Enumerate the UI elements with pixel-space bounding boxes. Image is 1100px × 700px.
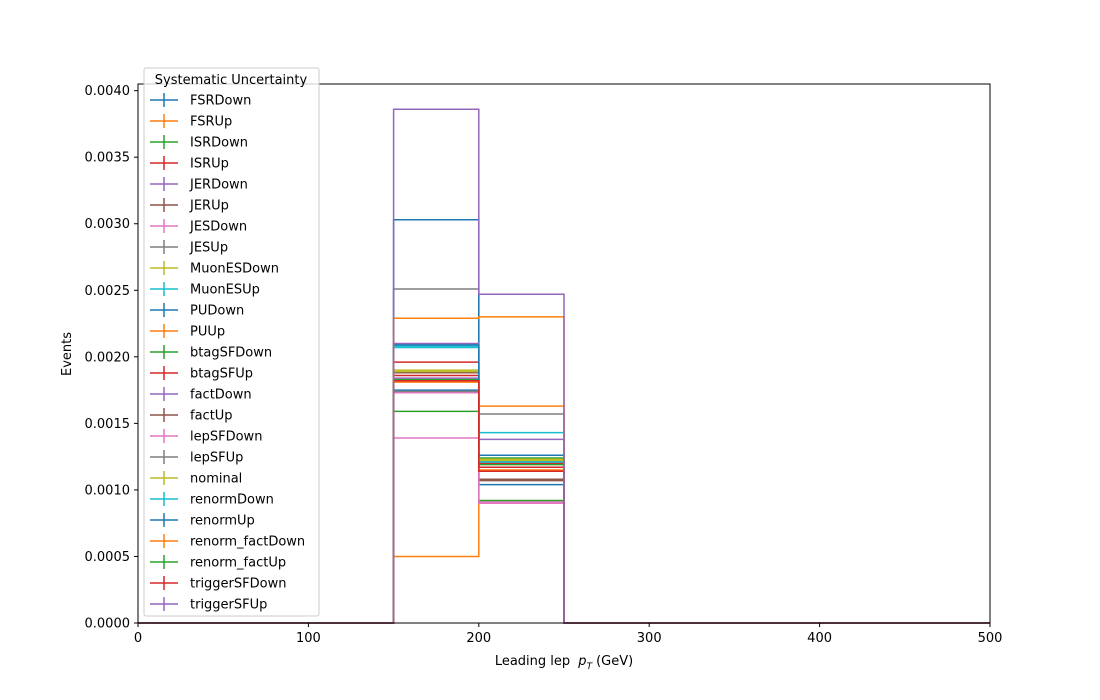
legend-label: triggerSFUp — [190, 598, 267, 613]
legend-item-lepSFUp: lepSFUp — [150, 450, 243, 466]
legend-label: renormDown — [190, 493, 274, 508]
legend-item-PUDown: PUDown — [150, 303, 244, 319]
legend-label: factDown — [190, 388, 252, 403]
legend-label: lepSFDown — [190, 430, 262, 445]
x-axis: 0 100 200 300 400 500 — [134, 623, 1003, 646]
legend-item-MuonESUp: MuonESUp — [150, 282, 260, 298]
y-axis-label: Events — [60, 332, 75, 376]
y-tick-label: 0.0025 — [85, 284, 131, 299]
legend-item-MuonESDown: MuonESDown — [150, 261, 279, 277]
x-tick-label: 300 — [637, 631, 662, 646]
y-tick-label: 0.0035 — [85, 151, 131, 166]
y-tick-label: 0.0010 — [85, 483, 131, 498]
legend-items: FSRDown FSRUp ISRDown ISRUp JERDown JERUp JESD… — [150, 93, 305, 613]
legend-label: ISRDown — [190, 136, 248, 151]
legend-item-renorm_factDown: renorm_factDown — [150, 534, 305, 550]
legend-item-JESUp: JESUp — [150, 240, 228, 256]
x-tick-label: 400 — [807, 631, 832, 646]
y-tick-label: 0.0000 — [85, 617, 131, 632]
legend-box — [143, 67, 320, 617]
legend-item-renormUp: renormUp — [150, 513, 255, 529]
legend-label: factUp — [190, 409, 233, 424]
legend: Systematic Uncertainty FSRDown FSRUp ISRDo… — [143, 67, 320, 617]
x-axis-label: Leading lep pT (GeV) — [495, 654, 633, 672]
legend-item-btagSFUp: btagSFUp — [150, 366, 253, 382]
x-axis-label-text: Leading lep — [495, 654, 570, 669]
legend-item-PUUp: PUUp — [150, 324, 225, 340]
legend-item-lepSFDown: lepSFDown — [150, 429, 262, 445]
legend-item-renormDown: renormDown — [150, 492, 274, 508]
x-axis-label-sub: T — [587, 662, 594, 672]
x-axis-label-math: p — [577, 654, 586, 669]
legend-item-JESDown: JESDown — [150, 219, 247, 235]
legend-item-btagSFDown: btagSFDown — [150, 345, 272, 361]
legend-label: btagSFUp — [190, 367, 253, 382]
x-tick-label: 200 — [466, 631, 491, 646]
legend-label: renorm_factDown — [190, 535, 305, 550]
legend-item-nominal: nominal — [150, 471, 242, 487]
legend-item-FSRDown: FSRDown — [150, 93, 251, 109]
legend-item-FSRUp: FSRUp — [150, 114, 232, 130]
legend-label: nominal — [190, 472, 242, 487]
legend-item-ISRUp: ISRUp — [150, 156, 229, 172]
legend-label: btagSFDown — [190, 346, 272, 361]
legend-label: MuonESUp — [190, 283, 260, 298]
legend-item-renorm_factUp: renorm_factUp — [150, 555, 286, 571]
legend-label: JERUp — [189, 199, 229, 214]
legend-label: ISRUp — [190, 157, 229, 172]
legend-item-JERUp: JERUp — [150, 198, 229, 214]
legend-item-ISRDown: ISRDown — [150, 135, 248, 151]
legend-label: renormUp — [190, 514, 255, 529]
legend-label: MuonESDown — [190, 262, 279, 277]
legend-item-factUp: factUp — [150, 408, 233, 424]
legend-item-JERDown: JERDown — [150, 177, 248, 193]
legend-label: PUDown — [190, 304, 244, 319]
x-tick-label: 0 — [134, 631, 142, 646]
y-tick-label: 0.0030 — [85, 217, 131, 232]
legend-label: PUUp — [190, 325, 225, 340]
y-tick-label: 0.0005 — [85, 550, 131, 565]
legend-label: JESDown — [189, 220, 247, 235]
y-axis: 0.0000 0.0005 0.0010 0.0015 0.0020 0.0025 0.00… — [85, 84, 138, 632]
x-tick-label: 500 — [978, 631, 1003, 646]
legend-label: JERDown — [189, 178, 248, 193]
legend-label: FSRUp — [190, 115, 232, 130]
legend-label: lepSFUp — [190, 451, 243, 466]
axes-frame — [137, 83, 991, 624]
y-tick-label: 0.0040 — [85, 84, 131, 99]
legend-item-triggerSFDown: triggerSFDown — [150, 576, 286, 592]
legend-item-triggerSFUp: triggerSFUp — [150, 597, 267, 613]
x-tick-label: 100 — [296, 631, 321, 646]
x-axis-label-unit: (GeV) — [596, 654, 633, 669]
legend-title: Systematic Uncertainty — [155, 73, 308, 88]
y-tick-label: 0.0015 — [85, 417, 131, 432]
legend-label: renorm_factUp — [190, 556, 286, 571]
legend-label: JESUp — [189, 241, 228, 256]
legend-label: FSRDown — [190, 94, 251, 109]
y-tick-label: 0.0020 — [85, 350, 131, 365]
legend-label: triggerSFDown — [190, 577, 286, 592]
legend-item-factDown: factDown — [150, 387, 252, 403]
